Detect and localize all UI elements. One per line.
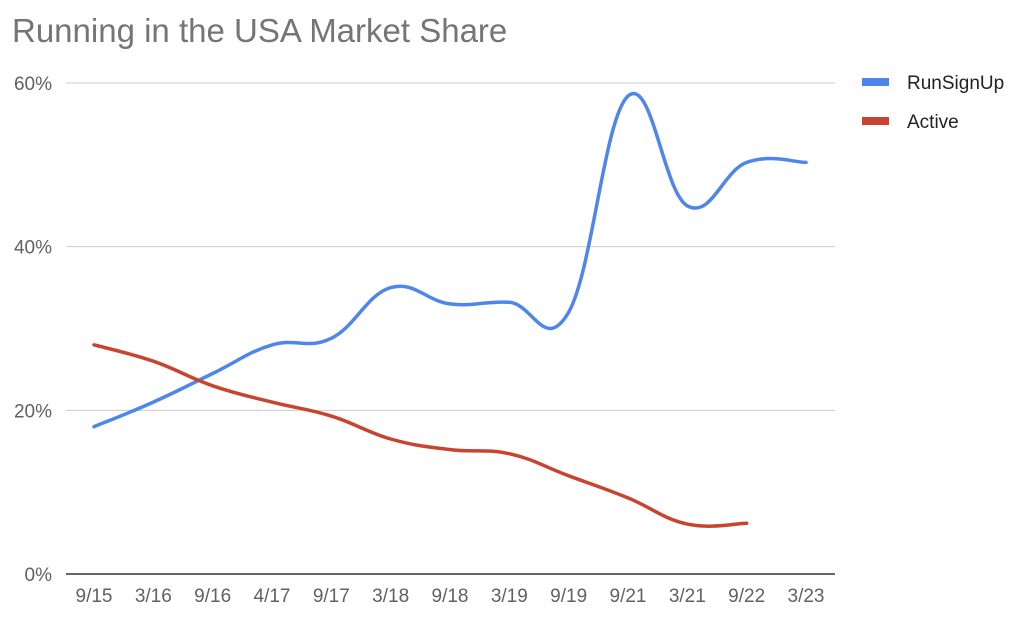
y-tick-label: 20% (14, 401, 52, 422)
series-line-active (92, 343, 749, 528)
x-tick-label: 3/19 (491, 586, 528, 607)
x-tick-label: 3/18 (372, 586, 409, 607)
x-tick-label: 9/19 (550, 586, 587, 607)
x-tick-label: 9/17 (313, 586, 350, 607)
legend-label: Active (907, 112, 959, 133)
x-axis-ticks: 9/15 3/16 9/16 4/17 9/17 3/18 9/18 3/19 9/19 9/21… (76, 586, 825, 607)
y-tick-label: 40% (14, 238, 52, 259)
legend-item-runsignup[interactable]: RunSignUp (862, 73, 1004, 94)
gridlines (66, 82, 835, 411)
x-tick-label: 3/16 (135, 586, 172, 607)
legend-swatch (862, 78, 889, 86)
y-tick-label: 60% (14, 74, 52, 95)
x-tick-label: 3/23 (788, 586, 825, 607)
x-tick-label: 3/21 (669, 586, 706, 607)
series-line-runsignup (92, 91, 808, 429)
series-lines (92, 91, 808, 528)
y-axis-ticks: 0% 20% 40% 60% (14, 74, 52, 586)
x-tick-label: 9/22 (728, 586, 765, 607)
legend-label: RunSignUp (907, 73, 1004, 94)
x-tick-label: 9/18 (432, 586, 469, 607)
y-tick-label: 0% (25, 565, 53, 586)
x-tick-label: 9/15 (76, 586, 113, 607)
x-tick-label: 9/16 (194, 586, 231, 607)
legend[interactable]: RunSignUp Active (862, 73, 1004, 133)
legend-swatch (862, 117, 889, 125)
legend-item-active[interactable]: Active (862, 112, 959, 133)
x-tick-label: 9/21 (610, 586, 647, 607)
chart-title: Running in the USA Market Share (12, 12, 508, 49)
x-tick-label: 4/17 (254, 586, 291, 607)
